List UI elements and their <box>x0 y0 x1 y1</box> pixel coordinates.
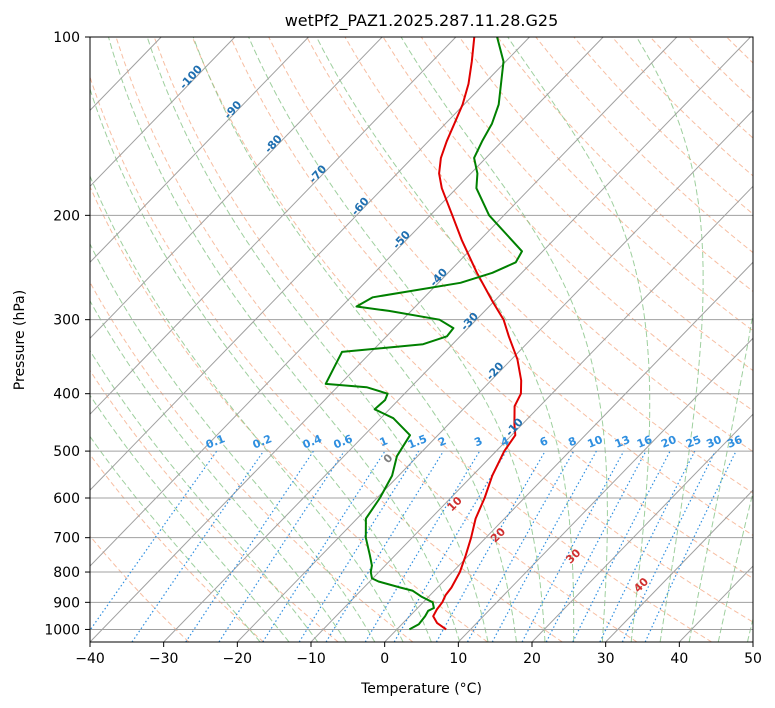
mixing-ratio-label: 30 <box>704 433 723 451</box>
temperature-profile <box>432 37 523 631</box>
x-tick-label: 10 <box>449 651 467 667</box>
dry-adiabat <box>90 185 488 642</box>
mixing-ratio-line <box>218 450 345 642</box>
x-axis-label: Temperature (°C) <box>360 681 482 697</box>
isotherm <box>531 413 753 642</box>
y-tick-label: 300 <box>53 313 80 329</box>
mixing-ratio-label: 25 <box>684 433 703 451</box>
x-tick-label: −10 <box>296 651 326 667</box>
y-tick-label: 700 <box>53 531 80 547</box>
mixing-ratio-label: 36 <box>725 433 744 451</box>
moist-adiabat <box>90 87 432 642</box>
y-tick-label: 1000 <box>44 622 80 638</box>
moist-adiabat <box>90 299 347 642</box>
dry-adiabat <box>230 37 753 579</box>
mixing-ratio-label: 3 <box>472 434 484 449</box>
mixing-ratio-label: 1 <box>378 434 390 449</box>
profile-lines <box>324 37 523 631</box>
moist-adiabat <box>90 242 376 642</box>
y-tick-label: 600 <box>53 491 80 507</box>
moist-adiabat <box>636 37 704 642</box>
moist-adiabat <box>507 37 651 642</box>
mixing-ratio-line <box>491 450 597 642</box>
plot-frame <box>89 36 754 643</box>
dry-adiabat <box>153 37 712 642</box>
mixing-ratio-line <box>521 450 625 642</box>
y-tick-label: 500 <box>53 444 80 460</box>
mixing-ratio-line <box>572 450 671 642</box>
axis-ticks: −40 −30 −20 −10 0 10 20 30 40 50 100 200 300 400 500 60… <box>44 30 762 667</box>
mixing-ratio-line <box>599 450 696 642</box>
mixing-ratio-line <box>262 450 386 642</box>
y-axis-label: Pressure (hPa) <box>12 290 28 390</box>
mixing-ratio-label: 2 <box>436 434 448 449</box>
x-tick-label: 30 <box>597 651 615 667</box>
dry-adiabat <box>90 535 190 642</box>
background-lines <box>90 37 753 642</box>
x-tick-label: 20 <box>523 651 541 667</box>
isotherm <box>90 37 383 339</box>
mixing-ratio-label: 13 <box>613 433 632 451</box>
y-tick-label: 400 <box>53 387 80 403</box>
moist-adiabat <box>146 37 489 642</box>
mixing-ratio-line <box>325 450 445 642</box>
isotherm <box>90 37 604 567</box>
x-tick-label: −30 <box>149 651 179 667</box>
dry-adiabat <box>344 37 753 453</box>
chart-title: wetPf2_PAZ1.2025.287.11.28.G25 <box>285 11 559 31</box>
dry-adiabat <box>90 369 339 642</box>
moist-adiabat <box>400 37 608 642</box>
x-tick-label: −40 <box>75 651 105 667</box>
mixing-ratio-line <box>185 450 314 642</box>
moist-adiabat <box>90 174 404 642</box>
dry-adiabat <box>497 37 753 293</box>
mixing-ratio-line <box>90 450 218 632</box>
isotherm <box>90 37 236 188</box>
x-tick-label: 0 <box>380 651 389 667</box>
moist-adiabat <box>248 37 546 642</box>
dry-adiabat <box>90 281 414 642</box>
mixing-ratio-label: 8 <box>566 434 578 449</box>
y-tick-label: 100 <box>53 30 80 46</box>
mixing-ratio-label: 20 <box>659 433 678 451</box>
dry-adiabat <box>191 37 753 623</box>
isotherm <box>236 109 753 642</box>
x-tick-label: 40 <box>670 651 688 667</box>
moist-adiabat <box>90 349 319 642</box>
dry-adiabat <box>420 37 753 372</box>
y-tick-label: 800 <box>53 565 80 581</box>
isotherm <box>90 37 309 263</box>
isotherm <box>310 185 753 642</box>
isotherm <box>457 337 753 642</box>
isotherm <box>163 37 751 642</box>
isotherm <box>605 489 753 642</box>
mixing-ratio-line <box>131 450 265 642</box>
mixing-ratio-line <box>466 450 575 642</box>
moist-adiabat <box>90 435 261 642</box>
dry-adiabat <box>90 75 563 642</box>
isotherm <box>90 37 530 491</box>
moist-adiabat <box>90 394 290 642</box>
moist-adiabat <box>108 37 461 642</box>
isotherm <box>90 37 457 415</box>
dry-adiabat <box>306 37 753 494</box>
moist-adiabat <box>688 310 753 642</box>
mixing-ratio-label: 16 <box>635 433 654 451</box>
mixing-ratio-label: 10 <box>586 433 605 451</box>
isotherm <box>90 37 678 642</box>
dewpoint-profile <box>324 37 523 631</box>
x-tick-label: 50 <box>744 651 762 667</box>
y-tick-label: 200 <box>53 208 80 224</box>
isotherm <box>384 261 753 642</box>
x-tick-label: −20 <box>223 651 253 667</box>
y-tick-label: 900 <box>53 595 80 611</box>
